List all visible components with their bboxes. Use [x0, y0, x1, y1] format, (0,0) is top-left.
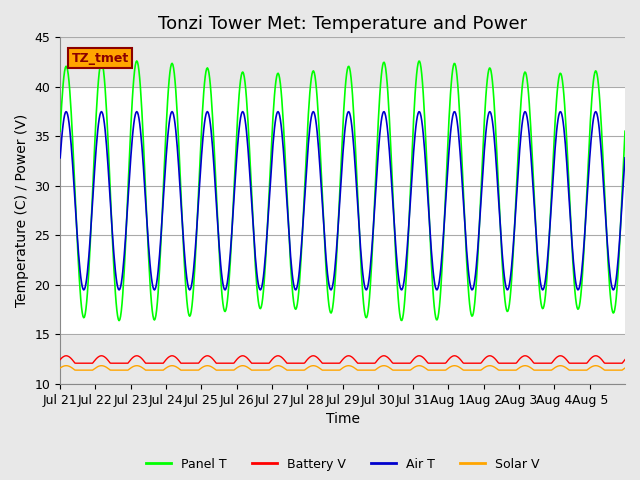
Title: Tonzi Tower Met: Temperature and Power: Tonzi Tower Met: Temperature and Power	[158, 15, 527, 33]
Bar	[60, 87, 625, 335]
Legend: Panel T, Battery V, Air T, Solar V: Panel T, Battery V, Air T, Solar V	[141, 453, 544, 476]
Y-axis label: Temperature (C) / Power (V): Temperature (C) / Power (V)	[15, 114, 29, 307]
Text: TZ_tmet: TZ_tmet	[72, 51, 129, 65]
X-axis label: Time: Time	[326, 412, 360, 426]
